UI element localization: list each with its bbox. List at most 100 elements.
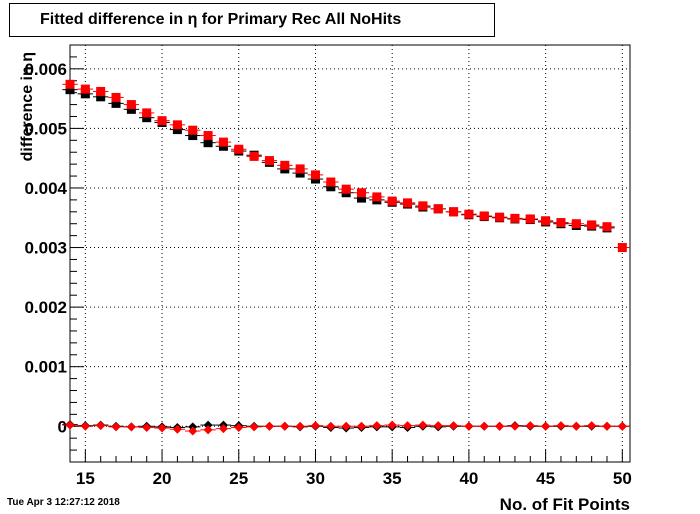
data-point-square [234, 144, 244, 154]
data-point-square [126, 104, 136, 114]
data-point-diamond [111, 422, 121, 432]
data-point-diamond [172, 424, 182, 434]
data-point-square [203, 131, 213, 141]
data-point-square [126, 100, 136, 110]
data-point-diamond [571, 421, 581, 431]
chart-title: Fitted difference in η for Primary Rec A… [9, 3, 495, 37]
x-tick-label: 45 [536, 469, 555, 488]
x-tick-label: 25 [229, 469, 248, 488]
data-point-diamond [96, 421, 106, 431]
data-point-square [510, 213, 520, 223]
data-point-diamond [280, 421, 290, 431]
data-point-square [310, 170, 320, 180]
data-point-square [203, 138, 213, 148]
x-tick-label: 35 [383, 469, 402, 488]
data-point-diamond [157, 423, 167, 433]
y-axis-label: difference in η [19, 52, 36, 161]
data-point-square [418, 201, 428, 211]
data-point-square [479, 211, 489, 221]
data-point-square [326, 182, 336, 192]
data-point-square [172, 120, 182, 130]
data-point-square [326, 177, 336, 187]
y-tick-label: 0.005 [24, 119, 67, 138]
data-point-square [142, 113, 152, 123]
data-point-diamond [433, 421, 443, 431]
data-point-diamond [464, 421, 474, 431]
data-point-square [142, 108, 152, 118]
y-tick-label: 0.004 [24, 179, 67, 198]
data-point-diamond [326, 421, 336, 431]
data-point-diamond [218, 424, 228, 434]
x-tick-label: 20 [153, 469, 172, 488]
data-point-diamond [418, 420, 428, 430]
y-tick-label: 0.001 [24, 358, 67, 377]
y-tick-label: 0 [58, 417, 67, 436]
data-point-square [357, 193, 367, 203]
data-point-square [571, 219, 581, 229]
x-tick-label: 15 [76, 469, 95, 488]
data-point-diamond [525, 421, 535, 431]
data-point-square [249, 151, 259, 161]
y-tick-label: 0.006 [24, 60, 67, 79]
data-point-diamond [80, 421, 90, 431]
data-point-diamond [357, 421, 367, 431]
data-point-diamond [403, 421, 413, 431]
y-tick-label: 0.002 [24, 298, 67, 317]
data-point-diamond [295, 421, 305, 431]
data-point-diamond [556, 421, 566, 431]
data-point-square [341, 184, 351, 194]
data-point-square [602, 222, 612, 232]
data-point-square [464, 209, 474, 219]
data-point-diamond [372, 421, 382, 431]
data-point-square [372, 192, 382, 202]
data-point-diamond [449, 421, 459, 431]
data-point-diamond [126, 422, 136, 432]
data-point-square [541, 216, 551, 226]
data-point-square [172, 125, 182, 135]
data-point-square [556, 218, 566, 228]
data-point-square [357, 188, 367, 198]
x-tick-label: 30 [306, 469, 325, 488]
data-point-square [495, 212, 505, 222]
data-point-diamond [479, 421, 489, 431]
data-point-diamond [310, 421, 320, 431]
data-point-square [264, 156, 274, 166]
plot-frame [69, 44, 631, 463]
data-point-square [188, 131, 198, 141]
data-point-diamond [602, 421, 612, 431]
data-point-square [617, 243, 627, 253]
x-axis-label: No. of Fit Points [500, 495, 630, 514]
data-point-square [111, 98, 121, 108]
data-point-square [80, 84, 90, 94]
data-point-square [587, 220, 597, 230]
data-point-square [111, 92, 121, 102]
data-point-square [295, 164, 305, 174]
y-tick-label: 0.003 [24, 239, 67, 258]
data-point-square [433, 204, 443, 214]
footer-timestamp: Tue Apr 3 12:27:12 2018 [7, 497, 120, 508]
data-point-diamond [617, 421, 627, 431]
data-point-square [387, 196, 397, 206]
data-point-square [403, 198, 413, 208]
x-tick-label: 40 [459, 469, 478, 488]
data-point-square [157, 116, 167, 126]
data-point-diamond [510, 421, 520, 431]
data-point-diamond [249, 422, 259, 432]
data-point-diamond [203, 425, 213, 435]
data-point-diamond [541, 421, 551, 431]
data-point-square [96, 92, 106, 102]
data-point-diamond [495, 421, 505, 431]
data-point-diamond [142, 422, 152, 432]
data-point-square [188, 125, 198, 135]
data-point-diamond [387, 420, 397, 430]
data-point-square [218, 137, 228, 147]
data-point-diamond [65, 420, 75, 430]
data-point-diamond [341, 421, 351, 431]
data-point-square [280, 160, 290, 170]
data-point-square [525, 214, 535, 224]
x-tick-label: 50 [613, 469, 632, 488]
data-point-square [449, 207, 459, 217]
data-point-square [65, 85, 75, 95]
data-point-square [80, 89, 90, 99]
